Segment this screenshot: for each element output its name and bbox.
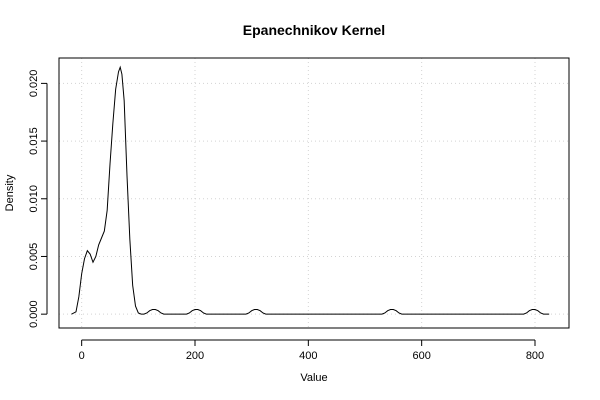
x-tick-label-1: 200 <box>186 350 204 362</box>
x-axis: 0 200 400 600 800 <box>79 339 544 362</box>
y-tick-label-1: 0.005 <box>28 243 40 271</box>
y-tick-label-2: 0.010 <box>28 185 40 213</box>
y-axis: 0.000 0.005 0.010 0.015 0.020 <box>28 70 48 328</box>
y-tick-label-4: 0.020 <box>28 70 40 98</box>
grid-lines <box>59 58 569 328</box>
x-tick-label-3: 600 <box>412 350 430 362</box>
chart-title: Epanechnikov Kernel <box>243 22 385 38</box>
x-tick-label-2: 400 <box>299 350 317 362</box>
x-tick-label-4: 800 <box>526 350 544 362</box>
density-line <box>71 65 550 315</box>
y-tick-label-3: 0.015 <box>28 127 40 155</box>
y-tick-label-0: 0.000 <box>28 300 40 328</box>
plot-frame <box>58 57 570 329</box>
x-tick-label-0: 0 <box>79 350 85 362</box>
x-axis-label: Value <box>300 372 327 384</box>
y-axis-label: Density <box>4 174 16 211</box>
